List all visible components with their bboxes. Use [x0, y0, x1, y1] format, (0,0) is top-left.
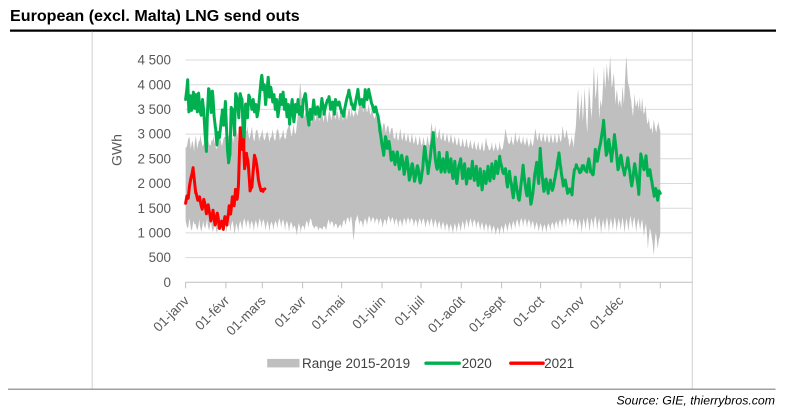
svg-text:Source: GIE, thierrybros.com: Source: GIE, thierrybros.com	[616, 394, 775, 408]
svg-text:2 500: 2 500	[137, 151, 171, 166]
svg-text:GWh: GWh	[109, 134, 125, 166]
svg-text:2021: 2021	[544, 356, 574, 371]
svg-text:3 000: 3 000	[137, 127, 171, 142]
svg-text:1 000: 1 000	[137, 226, 171, 241]
svg-text:3 500: 3 500	[137, 102, 171, 117]
svg-text:European (excl. Malta) LNG sen: European (excl. Malta) LNG send outs	[10, 7, 300, 25]
svg-text:0: 0	[164, 275, 171, 290]
svg-text:4 000: 4 000	[137, 77, 171, 92]
svg-text:4 500: 4 500	[137, 53, 171, 68]
svg-text:500: 500	[149, 250, 171, 265]
svg-text:2 000: 2 000	[137, 176, 171, 191]
svg-text:Range 2015-2019: Range 2015-2019	[302, 356, 410, 371]
svg-text:1 500: 1 500	[137, 201, 171, 216]
svg-text:2020: 2020	[462, 356, 492, 371]
